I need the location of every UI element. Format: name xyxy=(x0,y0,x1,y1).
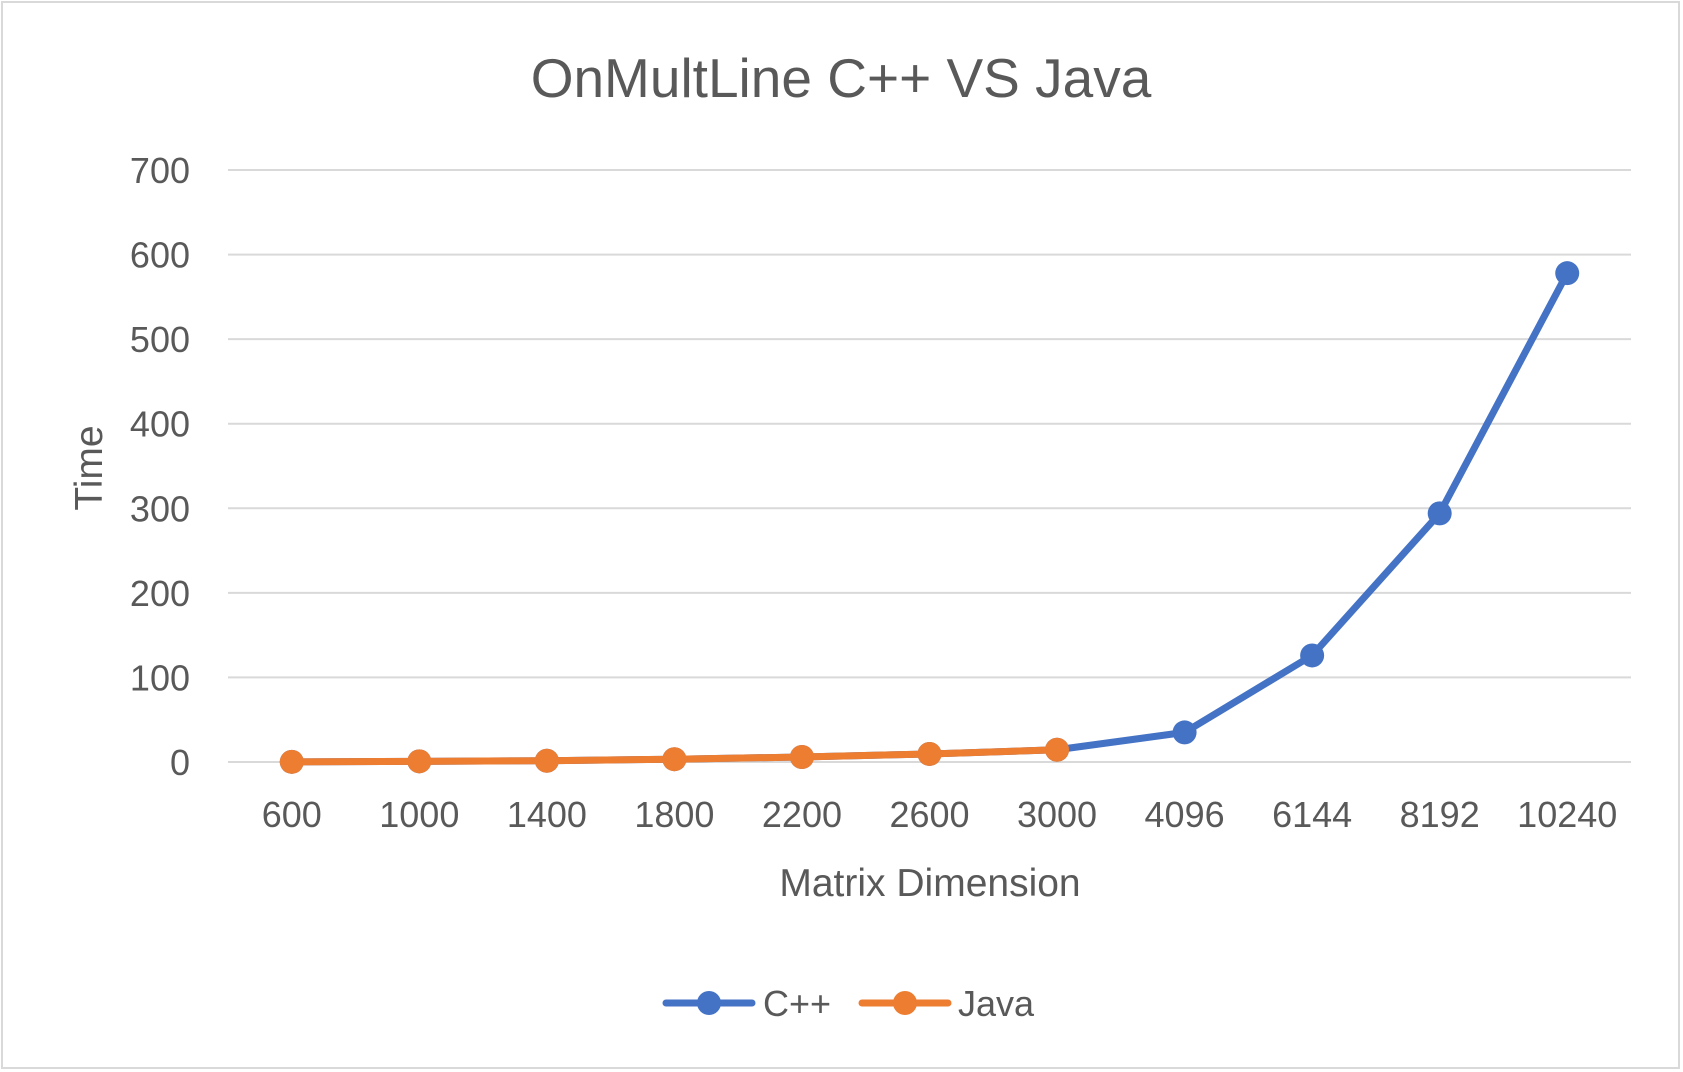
y-tick-label: 500 xyxy=(130,319,190,360)
x-axis-title: Matrix Dimension xyxy=(779,862,1080,905)
data-point xyxy=(1555,261,1580,286)
y-tick-label: 300 xyxy=(130,488,190,529)
legend-label: Java xyxy=(958,983,1035,1024)
data-point xyxy=(917,741,942,766)
data-point xyxy=(534,748,559,773)
series-line xyxy=(288,269,1571,766)
y-tick-label: 700 xyxy=(130,150,190,191)
data-point xyxy=(1172,720,1197,745)
x-axis-ticks: 600 1000 1400 1800 2200 2600 3000 4096 6144 8192 1… xyxy=(262,794,1618,835)
x-tick-label: 10240 xyxy=(1517,794,1617,835)
x-tick-label: 1800 xyxy=(634,794,714,835)
x-tick-label: 2200 xyxy=(762,794,842,835)
legend-item-1: Java xyxy=(858,983,1035,1024)
y-axis-ticks: 0 100 200 300 400 500 600 700 xyxy=(130,150,190,783)
data-point xyxy=(279,749,304,774)
chart-title: OnMultLine C++ VS Java xyxy=(531,47,1152,109)
x-tick-label: 4096 xyxy=(1145,794,1225,835)
series-1 xyxy=(279,737,1070,774)
x-tick-label: 2600 xyxy=(889,794,969,835)
x-tick-label: 8192 xyxy=(1400,794,1480,835)
x-tick-label: 1000 xyxy=(379,794,459,835)
data-point xyxy=(1045,737,1070,762)
legend: C++ Java xyxy=(662,983,1035,1024)
y-tick-label: 200 xyxy=(130,573,190,614)
legend-swatch-marker xyxy=(893,991,917,1015)
x-tick-label: 3000 xyxy=(1017,794,1097,835)
y-tick-label: 0 xyxy=(170,742,190,783)
data-point xyxy=(662,747,687,772)
data-point xyxy=(1300,643,1325,668)
x-tick-label: 1400 xyxy=(507,794,587,835)
legend-label: C++ xyxy=(763,983,831,1024)
y-tick-label: 100 xyxy=(130,657,190,698)
series-group xyxy=(279,261,1580,774)
y-tick-label: 400 xyxy=(130,404,190,445)
legend-item-0: C++ xyxy=(662,983,831,1024)
data-point xyxy=(789,745,814,770)
x-tick-label: 6144 xyxy=(1272,794,1352,835)
y-tick-label: 600 xyxy=(130,235,190,276)
data-point xyxy=(407,749,432,774)
data-point xyxy=(1427,501,1452,526)
x-tick-label: 600 xyxy=(262,794,322,835)
y-axis-title: Time xyxy=(68,425,111,510)
legend-swatch-marker xyxy=(697,991,721,1015)
gridlines xyxy=(228,169,1631,763)
series-0 xyxy=(279,261,1580,774)
